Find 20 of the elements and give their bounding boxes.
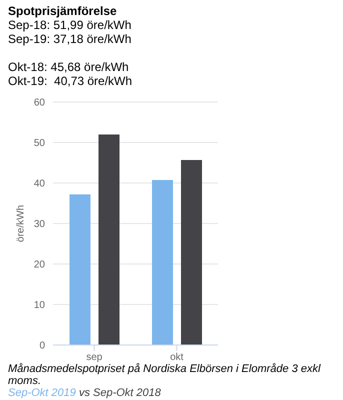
y-tick-label: 0 [39, 340, 46, 352]
y-tick-label: 60 [34, 98, 46, 109]
bar [70, 194, 90, 345]
text: Sep-Okt 2019 [8, 387, 76, 399]
y-tick-label: 50 [34, 138, 46, 150]
bar [181, 160, 202, 345]
y-tick-label: 10 [34, 300, 46, 312]
bar [152, 180, 173, 345]
text: Månadsmedelspotpriset på Nordiska Elbörsen i Elområde 3 exkl moms. [8, 363, 322, 387]
y-tick-label: 20 [34, 260, 46, 271]
chart-title: Spotprisjämförelse [8, 4, 118, 18]
y-tick-label: 40 [34, 178, 46, 190]
text: Sep-Okt 2018 [93, 387, 161, 399]
x-tick-label: okt [170, 352, 184, 364]
x-tick-label: sep [86, 352, 103, 364]
y-tick-label: 30 [34, 219, 46, 230]
text: vs [78, 387, 91, 399]
chart-subtitle: Sep-18: 51,99 öre/kWh Sep-19: 37,18 öre/kWh Okt-18: 45,68 öre/kWh Okt-19: 40,73 öre/kWh [8, 18, 134, 88]
y-axis-title: öre/kWh [16, 204, 27, 242]
bar [98, 134, 120, 345]
